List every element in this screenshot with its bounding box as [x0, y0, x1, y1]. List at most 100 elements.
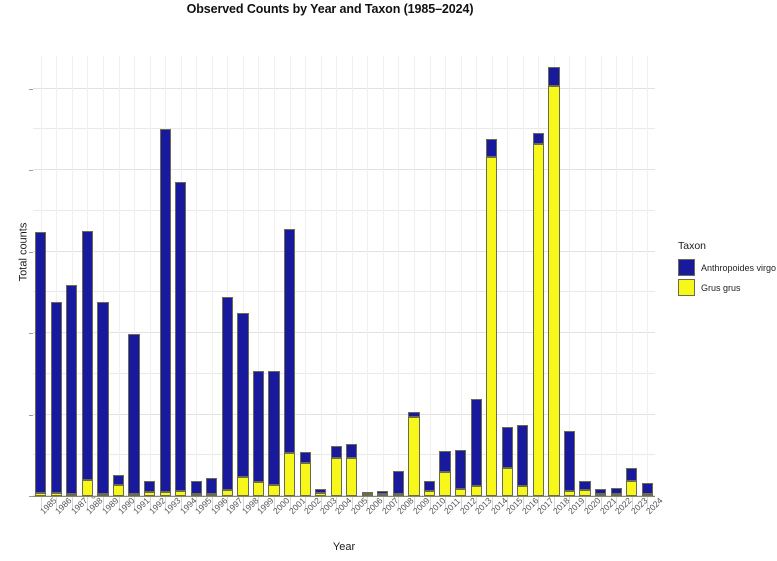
bar-2021[interactable]	[594, 488, 607, 496]
gridline-vertical	[631, 56, 633, 496]
bar-2014[interactable]	[486, 139, 498, 496]
gridline-vertical	[398, 56, 400, 496]
bar-2015[interactable]	[501, 426, 513, 496]
x-tick-mark	[367, 497, 369, 509]
bar-segment-anthropoides-virgo	[97, 302, 109, 495]
bar-2004[interactable]	[330, 445, 342, 496]
gridline-vertical	[647, 56, 649, 496]
bar-2003[interactable]	[315, 488, 327, 496]
gridline-vertical	[227, 56, 229, 496]
bar-2010[interactable]	[423, 480, 436, 496]
legend-title: Taxon	[678, 240, 707, 252]
bar-2000[interactable]	[268, 371, 280, 496]
legend-entries: Anthropoides virgo Grus grus	[678, 259, 777, 296]
bar-2011[interactable]	[439, 451, 451, 496]
gridline-vertical	[616, 56, 618, 496]
bar-2012[interactable]	[455, 450, 467, 496]
gridline-vertical	[336, 56, 338, 496]
bar-2013[interactable]	[470, 399, 482, 496]
bar-2007[interactable]	[377, 491, 389, 496]
x-tick-mark	[102, 497, 104, 509]
bar-segment-grus-grus	[641, 494, 653, 496]
bar-2020[interactable]	[579, 481, 591, 496]
x-tick-mark	[429, 497, 431, 509]
bar-1985[interactable]	[35, 232, 47, 496]
bar-2023[interactable]	[626, 467, 638, 496]
bar-segment-grus-grus	[97, 494, 109, 496]
legend-item[interactable]: Anthropoides virgo	[678, 259, 777, 276]
x-tick-mark	[460, 497, 462, 509]
bar-1989[interactable]	[97, 302, 109, 496]
x-tick-mark	[413, 497, 415, 509]
bar-1997[interactable]	[221, 297, 233, 496]
x-tick-mark	[600, 497, 602, 509]
bar-2024[interactable]	[641, 482, 653, 496]
bar-segment-grus-grus	[579, 490, 591, 496]
bar-segment-grus-grus	[221, 490, 233, 496]
bar-segment-anthropoides-virgo	[594, 488, 607, 494]
bar-1998[interactable]	[237, 312, 249, 496]
bar-1986[interactable]	[50, 302, 62, 496]
bar-2016[interactable]	[517, 425, 529, 496]
bar-2018[interactable]	[548, 66, 560, 496]
x-axis-title: Year	[332, 541, 356, 553]
x-tick-mark	[507, 497, 509, 509]
bar-2001[interactable]	[283, 228, 296, 496]
bar-2019[interactable]	[563, 430, 576, 496]
bar-segment-grus-grus	[346, 457, 358, 496]
bar-segment-grus-grus	[252, 482, 265, 496]
bar-segment-grus-grus	[517, 486, 529, 496]
bar-segment-anthropoides-virgo	[190, 480, 202, 494]
bar-1991[interactable]	[128, 333, 140, 496]
bar-2002[interactable]	[299, 452, 311, 496]
legend-item[interactable]: Grus grus	[678, 279, 777, 296]
x-tick-mark	[631, 497, 633, 509]
bar-segment-anthropoides-virgo	[423, 480, 436, 492]
x-tick-mark	[134, 497, 136, 509]
bar-2008[interactable]	[392, 470, 404, 496]
bar-2022[interactable]	[610, 487, 622, 496]
bar-series-container	[33, 56, 655, 496]
bar-2009[interactable]	[408, 412, 420, 496]
bar-2017[interactable]	[532, 133, 544, 496]
bar-segment-anthropoides-virgo	[532, 133, 544, 144]
bar-segment-anthropoides-virgo	[361, 491, 373, 495]
bar-segment-anthropoides-virgo	[112, 474, 125, 485]
bar-1987[interactable]	[66, 284, 78, 496]
gridline-major	[33, 495, 655, 496]
bar-segment-anthropoides-virgo	[315, 488, 327, 493]
bar-segment-anthropoides-virgo	[455, 450, 467, 489]
x-tick-mark	[553, 497, 555, 509]
x-tick-mark	[258, 497, 260, 509]
bar-segment-grus-grus	[455, 488, 467, 496]
bar-segment-grus-grus	[423, 491, 436, 496]
bar-1996[interactable]	[206, 478, 218, 496]
bar-segment-grus-grus	[626, 480, 638, 496]
y-tick-mark	[29, 496, 33, 497]
bar-segment-grus-grus	[330, 457, 342, 496]
gridline-vertical	[600, 56, 602, 496]
gridline-vertical	[242, 56, 244, 496]
bar-1992[interactable]	[144, 480, 156, 496]
gridline-vertical	[413, 56, 415, 496]
bar-1994[interactable]	[175, 182, 187, 496]
bar-segment-anthropoides-virgo	[81, 231, 93, 480]
bar-segment-anthropoides-virgo	[237, 312, 249, 478]
bar-1988[interactable]	[81, 231, 93, 496]
bar-segment-grus-grus	[66, 493, 78, 496]
bar-1993[interactable]	[159, 128, 171, 496]
bar-segment-anthropoides-virgo	[268, 371, 280, 485]
bar-2006[interactable]	[361, 491, 373, 496]
bar-1999[interactable]	[252, 370, 265, 496]
bar-1995[interactable]	[190, 480, 202, 496]
gridline-vertical	[196, 56, 198, 496]
gridline-minor	[33, 128, 655, 130]
gridline-vertical	[460, 56, 462, 496]
gridline-vertical	[149, 56, 151, 496]
x-tick-mark	[522, 497, 524, 509]
bar-segment-grus-grus	[563, 491, 576, 496]
bar-segment-anthropoides-virgo	[66, 284, 78, 494]
bar-1990[interactable]	[112, 474, 125, 496]
bar-segment-anthropoides-virgo	[346, 443, 358, 458]
bar-2005[interactable]	[346, 443, 358, 496]
